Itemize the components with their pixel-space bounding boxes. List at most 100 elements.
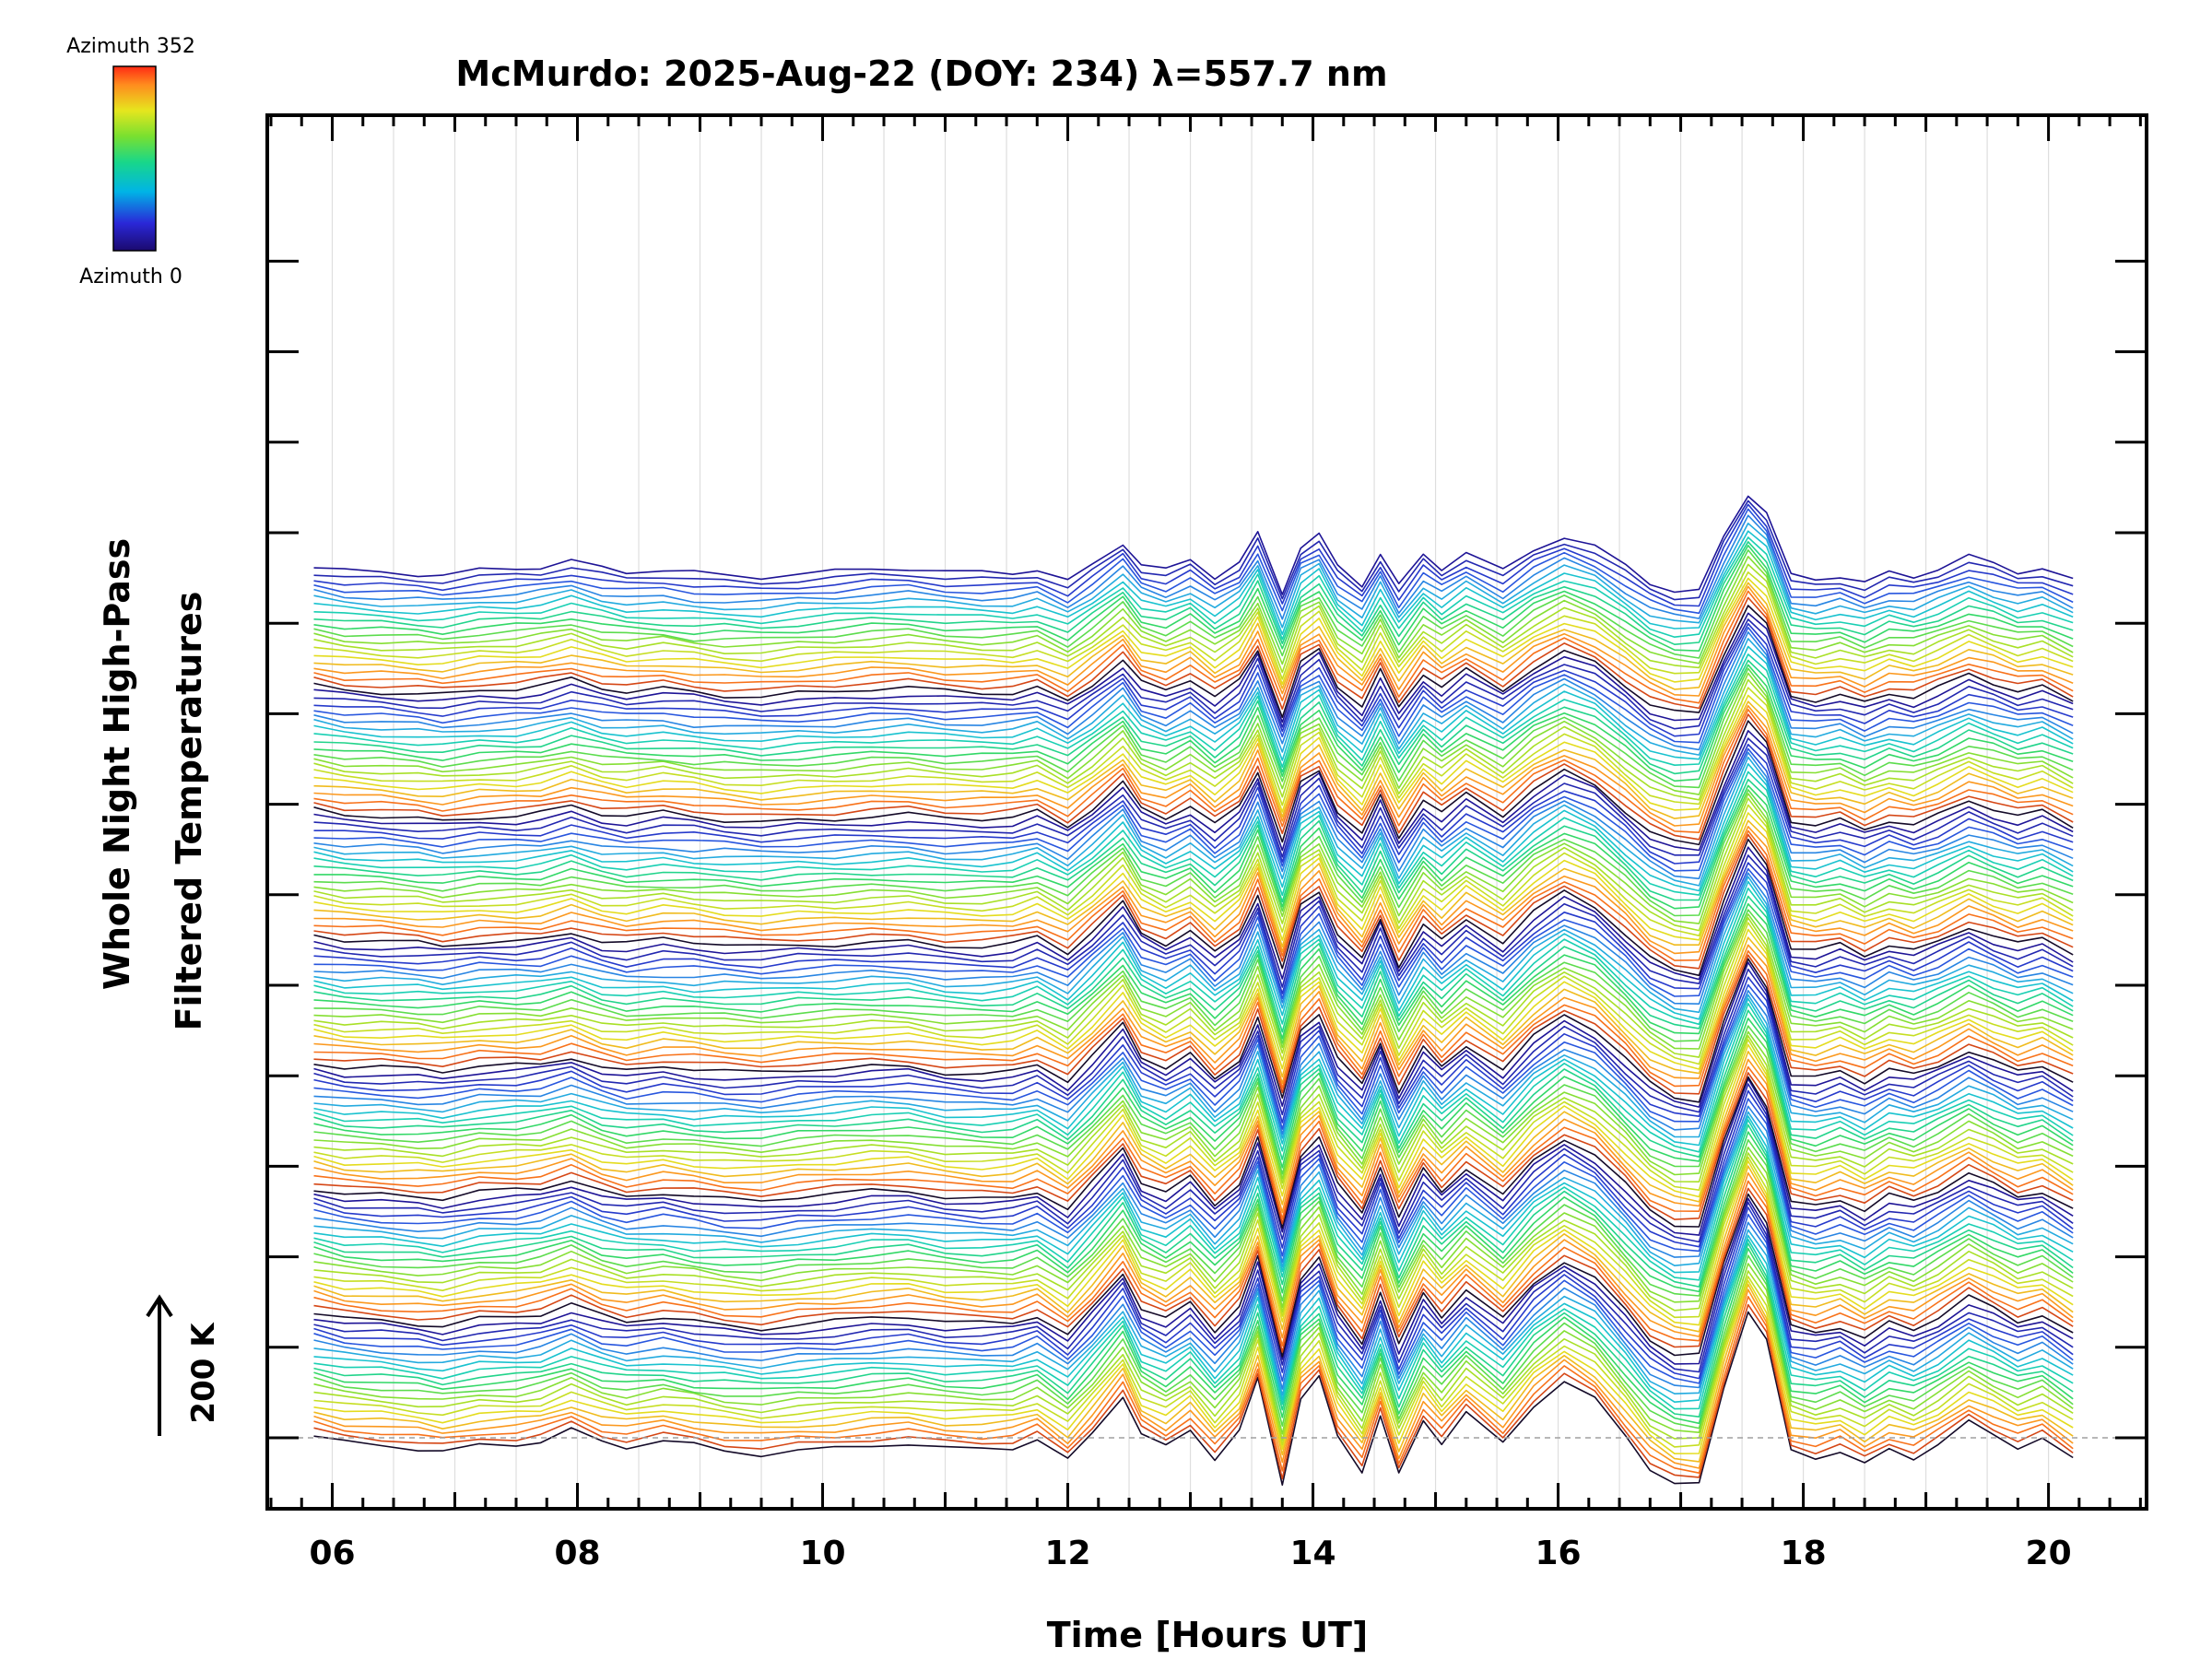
series-line xyxy=(313,1138,2074,1302)
series-line xyxy=(313,771,2074,897)
series-line xyxy=(313,1197,2074,1365)
series-line xyxy=(313,778,2074,903)
series-line xyxy=(313,1193,2074,1358)
traces xyxy=(313,495,2074,1486)
series-line xyxy=(313,1018,2074,1169)
series-line xyxy=(313,1039,2074,1191)
x-tick-label: 18 xyxy=(1781,1535,1827,1572)
series-line xyxy=(313,1254,2074,1430)
series-line xyxy=(313,1213,2074,1384)
series-line xyxy=(313,1276,2074,1448)
series-line xyxy=(313,687,2074,806)
series-line xyxy=(313,556,2074,665)
series-line xyxy=(313,747,2074,872)
x-tick-label: 12 xyxy=(1044,1535,1090,1572)
series-line xyxy=(313,709,2074,833)
series-line xyxy=(313,751,2074,880)
series-line xyxy=(313,997,2074,1147)
series-line xyxy=(313,763,2074,892)
series-line xyxy=(313,545,2074,652)
series-line xyxy=(313,872,2074,1005)
series-line xyxy=(313,1187,2074,1353)
series-line xyxy=(313,672,2074,795)
series-line xyxy=(313,1263,2074,1435)
series-line xyxy=(313,968,2074,1116)
series-line xyxy=(313,1003,2074,1153)
series-line xyxy=(313,756,2074,887)
series-line xyxy=(313,1072,2074,1225)
x-tick-label: 14 xyxy=(1289,1535,1335,1572)
series-line xyxy=(313,1165,2074,1333)
x-tick-label: 08 xyxy=(554,1535,600,1572)
colorbar xyxy=(112,65,157,252)
series-line xyxy=(313,1083,2074,1243)
series-line xyxy=(313,789,2074,917)
series-line xyxy=(313,1098,2074,1257)
series-line xyxy=(313,1105,2074,1264)
series-line xyxy=(313,713,2074,841)
series-line xyxy=(313,838,2074,977)
series-line xyxy=(313,1296,2074,1474)
series-line xyxy=(313,880,2074,1020)
series-line xyxy=(313,1159,2074,1326)
series-line xyxy=(313,541,2074,645)
series-line xyxy=(313,590,2074,704)
series-line xyxy=(313,631,2074,751)
series-line xyxy=(313,1311,2074,1486)
series-line xyxy=(313,495,2074,595)
series-line xyxy=(313,536,2074,641)
series-line xyxy=(313,888,2074,1026)
series-line xyxy=(313,961,2074,1108)
series-line xyxy=(313,819,2074,947)
ticks xyxy=(267,115,2147,1509)
series-line xyxy=(313,854,2074,988)
series-line xyxy=(313,902,2074,1040)
series-line xyxy=(313,793,2074,924)
series-line xyxy=(313,664,2074,782)
series-line xyxy=(313,618,2074,730)
series-line xyxy=(313,563,2074,674)
series-line xyxy=(313,797,2074,932)
series-line xyxy=(313,1152,2074,1313)
series-line xyxy=(313,917,2074,1058)
series-line xyxy=(313,1201,2074,1373)
series-line xyxy=(313,830,2074,961)
series-line xyxy=(313,1076,2074,1230)
series-line xyxy=(313,1270,2074,1441)
series-line xyxy=(313,1043,2074,1198)
series-line xyxy=(313,1283,2074,1463)
x-tick-labels: 06 08 10 12 14 16 18 20 xyxy=(309,1535,2071,1572)
series-line xyxy=(313,1279,2074,1454)
series-line xyxy=(313,638,2074,756)
series-line xyxy=(313,1247,2074,1425)
series-line xyxy=(313,862,2074,994)
series-line xyxy=(313,1089,2074,1249)
series-line xyxy=(313,549,2074,659)
x-axis-label: Time [Hours UT] xyxy=(1047,1615,1369,1655)
series-line xyxy=(313,705,2074,827)
series-line xyxy=(313,1303,2074,1480)
series-line xyxy=(313,1065,2074,1220)
series-line xyxy=(313,1239,2074,1410)
legend-top-label: Azimuth 352 xyxy=(66,35,195,58)
series-line xyxy=(313,990,2074,1135)
series-line xyxy=(313,645,2074,761)
series-line xyxy=(313,508,2074,615)
series-line xyxy=(313,912,2074,1050)
series-line xyxy=(313,876,2074,1014)
series-line xyxy=(313,1058,2074,1214)
series-line xyxy=(313,627,2074,744)
series-line xyxy=(313,678,2074,801)
y-axis-label-line1: Whole Night High-Pass xyxy=(97,538,137,990)
series-line xyxy=(313,895,2074,1033)
series-line xyxy=(313,1131,2074,1294)
series-line xyxy=(313,530,2074,635)
series-line xyxy=(313,833,2074,970)
series-line xyxy=(313,1206,2074,1380)
series-line xyxy=(313,659,2074,775)
series-line xyxy=(313,743,2074,865)
series-line xyxy=(313,1035,2074,1184)
series-line xyxy=(313,523,2074,629)
series-line xyxy=(313,1242,2074,1418)
x-tick-label: 16 xyxy=(1535,1535,1582,1572)
